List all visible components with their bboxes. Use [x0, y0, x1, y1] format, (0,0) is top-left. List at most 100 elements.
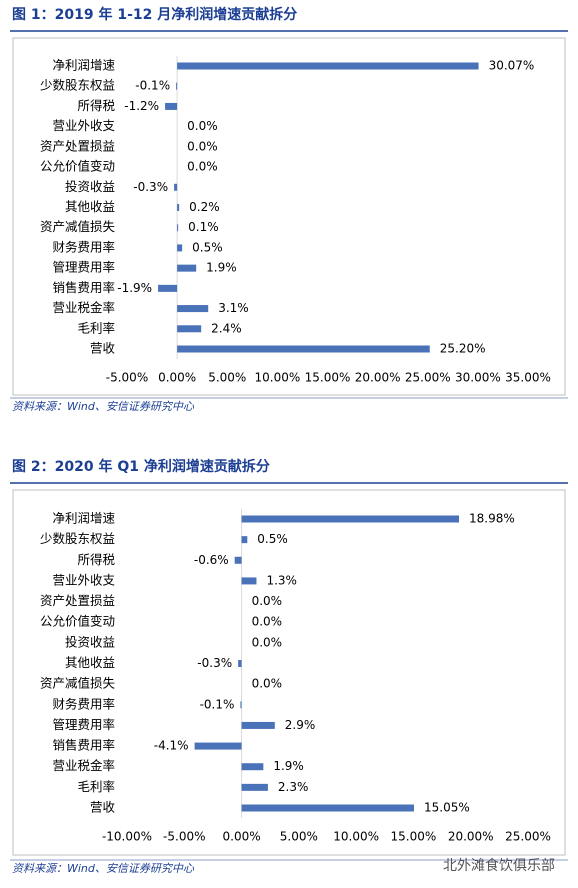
category-label: 投资收益 [65, 179, 115, 194]
bar [241, 577, 257, 585]
bar [177, 62, 479, 70]
value-label: 25.20% [440, 342, 486, 356]
value-label: 3.1% [218, 301, 249, 315]
x-tick-label: 10.00% [333, 830, 379, 844]
bar [241, 763, 264, 771]
category-label: 所得税 [77, 98, 115, 113]
category-label: 资产处置损益 [40, 138, 115, 153]
bar [194, 742, 242, 750]
x-tick-label: 25.00% [405, 371, 451, 385]
value-label: 0.0% [252, 677, 282, 691]
category-label: 资产处置损益 [40, 593, 115, 608]
bar [174, 183, 178, 191]
bar [177, 224, 179, 232]
x-tick-label: 5.00% [208, 371, 246, 385]
value-label: 18.98% [469, 512, 515, 526]
value-label: -0.3% [197, 656, 232, 670]
x-tick-label: 15.00% [305, 371, 351, 385]
value-label: -0.1% [135, 79, 170, 93]
category-label: 净利润增速 [52, 58, 115, 73]
category-label: 公允价值变动 [40, 614, 115, 629]
category-label: 管理费用率 [52, 260, 115, 275]
x-tick-label: 20.00% [355, 371, 401, 385]
category-label: 毛利率 [77, 779, 115, 794]
value-label: -0.6% [194, 553, 229, 567]
category-label: 营收 [90, 800, 116, 815]
bar [177, 325, 202, 333]
bar [238, 660, 242, 667]
value-label: -1.9% [117, 281, 152, 295]
category-label: 其他收益 [65, 655, 115, 670]
category-label: 少数股东权益 [40, 78, 115, 93]
bar [177, 264, 197, 272]
value-label: 2.9% [285, 718, 316, 732]
category-label: 营收 [90, 341, 116, 356]
chart-frame [12, 489, 566, 856]
value-label: 2.4% [211, 321, 242, 335]
category-label: 管理费用率 [52, 717, 115, 732]
value-label: 15.05% [424, 801, 470, 815]
category-label: 营业税金率 [52, 300, 115, 315]
value-label: 0.5% [192, 240, 223, 254]
bar [241, 536, 248, 544]
category-label: 销售费用率 [52, 738, 115, 753]
x-tick-label: -5.00% [106, 371, 148, 385]
value-label: 0.0% [187, 160, 218, 174]
x-tick-label: 15.00% [391, 830, 437, 844]
category-label: 财务费用率 [52, 239, 115, 254]
value-label: 2.3% [278, 780, 309, 794]
category-label: 其他收益 [65, 199, 115, 214]
value-label: 1.3% [266, 573, 297, 587]
value-label: -0.3% [133, 180, 168, 194]
category-label: 公允价值变动 [40, 159, 115, 174]
value-label: 0.2% [189, 200, 220, 214]
value-label: 0.5% [257, 532, 288, 546]
bar [177, 204, 180, 211]
category-label: 投资收益 [65, 634, 115, 649]
value-label: 0.1% [188, 220, 219, 234]
source: 资料来源：Wind、安信证券研究中心 [12, 400, 195, 413]
value-label: -1.2% [124, 99, 159, 113]
source: 资料来源：Wind、安信证券研究中心 [12, 862, 195, 875]
value-label: 0.0% [252, 615, 282, 629]
bar [177, 305, 209, 313]
category-label: 销售费用率 [52, 280, 115, 295]
x-tick-label: 25.00% [505, 830, 551, 844]
bar [241, 721, 275, 729]
bar [176, 82, 178, 90]
chart-title: 图 2：2020 年 Q1 净利润增速贡献拆分 [12, 458, 270, 475]
category-label: 资产减值损失 [40, 676, 116, 691]
bar [177, 345, 430, 353]
value-label: 0.0% [187, 139, 218, 153]
x-tick-label: 30.00% [455, 371, 501, 385]
bar [158, 284, 178, 292]
category-label: 营业外收支 [52, 572, 115, 587]
x-tick-label: 10.00% [254, 371, 300, 385]
value-label: -0.1% [200, 697, 235, 711]
bar [241, 515, 460, 523]
value-label: -4.1% [154, 739, 189, 753]
x-tick-label: 0.00% [223, 830, 261, 844]
category-label: 少数股东权益 [40, 531, 115, 546]
category-label: 营业税金率 [52, 758, 115, 773]
bar [234, 556, 242, 564]
bar [165, 102, 178, 110]
value-label: 0.0% [187, 119, 218, 133]
x-tick-label: 5.00% [280, 830, 318, 844]
category-label: 净利润增速 [52, 511, 115, 526]
bar [240, 701, 242, 709]
bar [241, 783, 268, 791]
chart-title: 图 1：2019 年 1-12 月净利润增速贡献拆分 [12, 6, 297, 23]
value-label: 0.0% [252, 594, 282, 608]
bar [241, 804, 415, 812]
category-label: 资产减值损失 [40, 219, 116, 234]
category-label: 所得税 [77, 552, 115, 567]
value-label: 30.07% [489, 59, 535, 73]
category-label: 毛利率 [77, 320, 115, 335]
value-label: 1.9% [273, 759, 304, 773]
bar [177, 244, 183, 252]
chart-frame [12, 37, 566, 396]
x-tick-label: -5.00% [163, 830, 205, 844]
x-tick-label: 20.00% [448, 830, 494, 844]
